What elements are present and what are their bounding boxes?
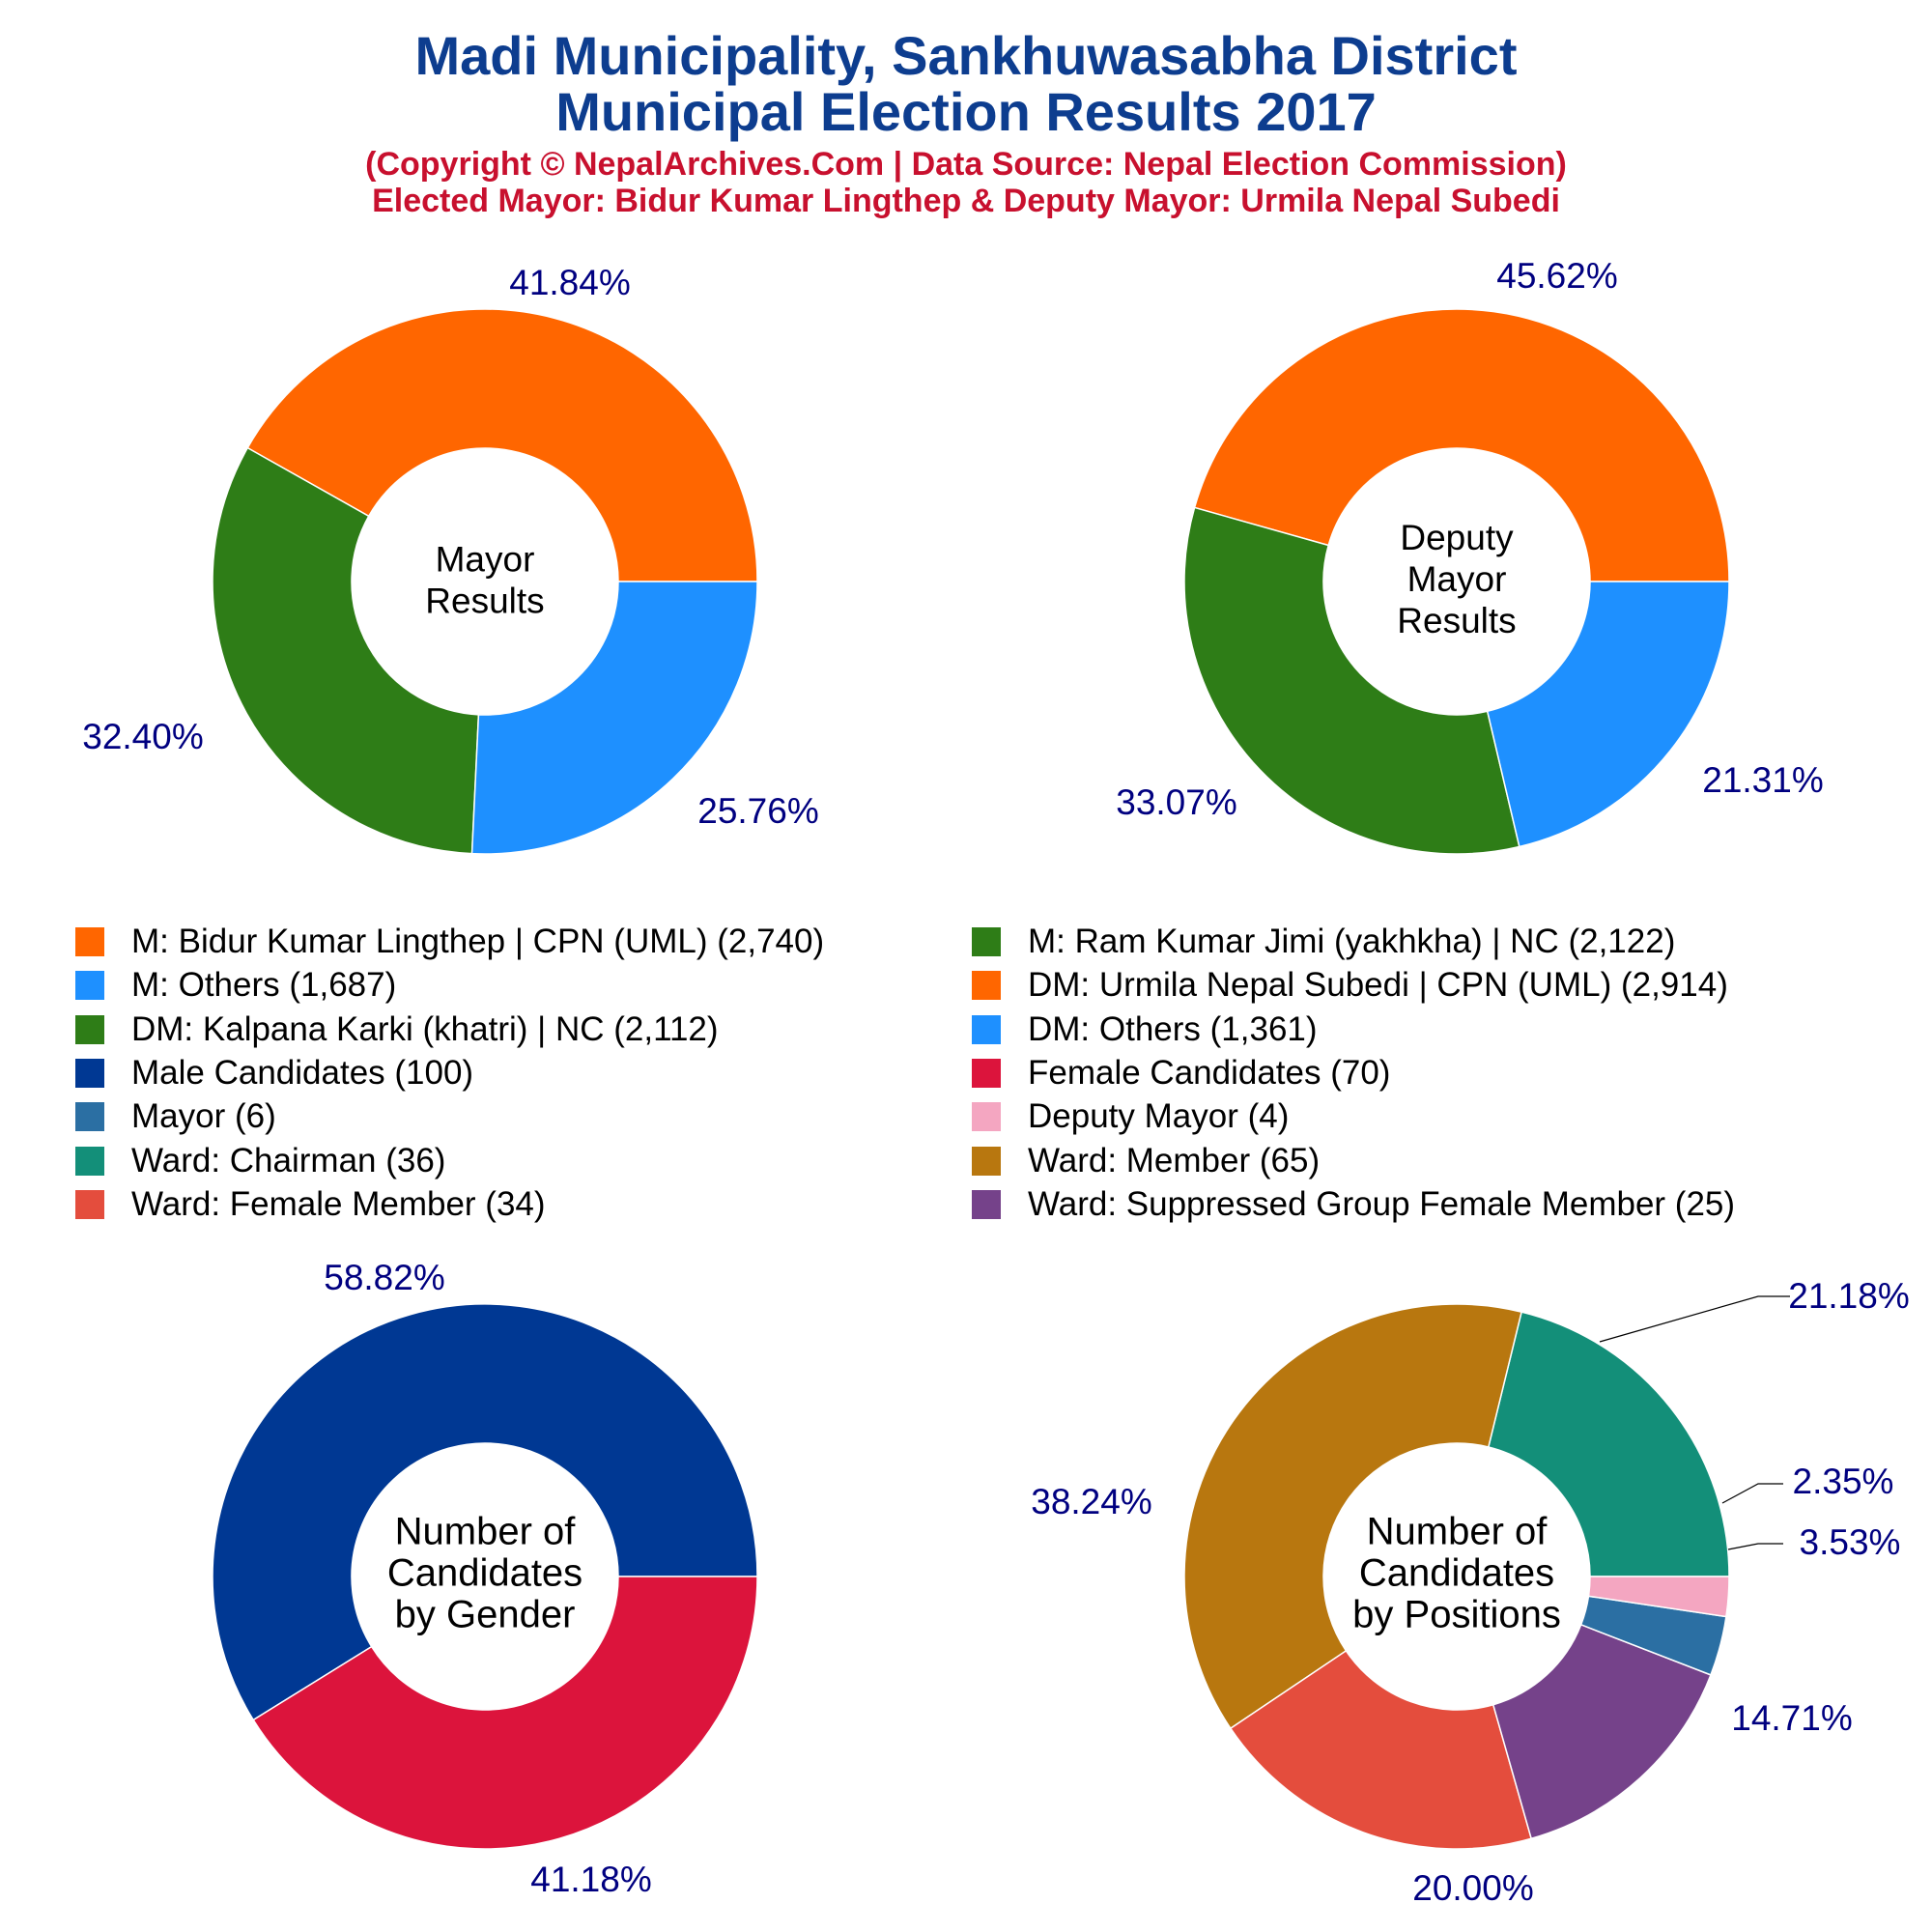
legend-label: M: Ram Kumar Jimi (yakhkha) | NC (2,122) <box>1028 923 1676 960</box>
slice-4-3 <box>1229 1649 1533 1850</box>
elected-officials-line: Elected Mayor: Bidur Kumar Lingthep & De… <box>372 183 1560 219</box>
legend-item: M: Ram Kumar Jimi (yakhkha) | NC (2,122) <box>972 923 1675 961</box>
percent-label-3-2: 41.18% <box>530 1860 652 1899</box>
legend-swatch <box>75 1058 104 1088</box>
legend-swatch <box>75 1014 104 1044</box>
slice-1-1 <box>246 308 758 582</box>
percent-label-4-3: 20.00% <box>1412 1868 1534 1908</box>
percent-label-3-1: 58.82% <box>324 1258 445 1297</box>
percent-label-2-1: 45.62% <box>1496 256 1618 296</box>
copyright-source-line: (Copyright © NepalArchives.Com | Data So… <box>365 146 1567 183</box>
slice-1-2 <box>212 446 480 855</box>
legend-item: Deputy Mayor (4) <box>972 1097 1289 1136</box>
percent-label-1-2: 32.40% <box>82 717 204 756</box>
slice-2-2 <box>1183 506 1520 855</box>
leader-line-4-5 <box>1727 1543 1783 1550</box>
legend-label: Male Candidates (100) <box>131 1053 474 1092</box>
legend-swatch <box>972 1146 1001 1176</box>
leader-line-4-6 <box>1721 1483 1783 1504</box>
center-label-2-1: Deputy <box>1400 518 1514 557</box>
slice-2-1 <box>1193 308 1730 582</box>
legend-label: DM: Kalpana Karki (khatri) | NC (2,112) <box>131 1009 719 1048</box>
percent-label-4-6: 2.35% <box>1793 1462 1894 1501</box>
legend-item: Ward: Female Member (34) <box>75 1185 546 1224</box>
legend-label: Deputy Mayor (4) <box>1028 1097 1290 1136</box>
center-label-3-2: Candidates <box>387 1552 582 1595</box>
legend-item: DM: Kalpana Karki (khatri) | NC (2,112) <box>75 1010 719 1049</box>
legend-item: M: Bidur Kumar Lingthep | CPN (UML) (2,7… <box>75 923 824 961</box>
center-label-1-2: Results <box>425 581 544 620</box>
slice-4-6 <box>1587 1576 1730 1618</box>
percent-label-2-2: 33.07% <box>1116 782 1237 822</box>
legend-item: Ward: Suppressed Group Female Member (25… <box>972 1185 1735 1224</box>
center-label-3-3: by Gender <box>395 1594 576 1636</box>
legend-label: Ward: Female Member (34) <box>131 1184 546 1223</box>
slice-4-1 <box>1487 1311 1730 1577</box>
slice-2-3 <box>1486 581 1730 848</box>
center-label-4-1: Number of <box>1367 1511 1548 1553</box>
legend-swatch <box>972 1102 1001 1132</box>
legend-label: M: Others (1,687) <box>131 966 397 1005</box>
legend-item: Female Candidates (70) <box>972 1054 1390 1093</box>
percent-label-1-3: 25.76% <box>697 791 819 831</box>
legend-label: Female Candidates (70) <box>1028 1053 1391 1092</box>
chart-title-line-1: Madi Municipality, Sankhuwasabha Distric… <box>414 25 1518 86</box>
slice-1-3 <box>470 581 758 855</box>
legend-swatch <box>972 1189 1001 1219</box>
legend-item: Ward: Chairman (36) <box>75 1142 445 1180</box>
center-label-2-3: Results <box>1397 601 1516 640</box>
legend-label: Ward: Chairman (36) <box>131 1141 446 1179</box>
slice-4-4 <box>1492 1623 1712 1840</box>
center-label-3-1: Number of <box>395 1511 577 1553</box>
legend-swatch <box>972 971 1001 1001</box>
percent-label-4-5: 3.53% <box>1800 1522 1901 1562</box>
legend-swatch <box>972 1058 1001 1088</box>
legend-item: DM: Urmila Nepal Subedi | CPN (UML) (2,9… <box>972 966 1728 1005</box>
center-label-2-2: Mayor <box>1407 559 1507 599</box>
legend-swatch <box>75 1102 104 1132</box>
legend-swatch <box>75 1146 104 1176</box>
center-label-4-2: Candidates <box>1359 1552 1554 1595</box>
legend-item: DM: Others (1,361) <box>972 1010 1318 1049</box>
legend-label: Ward: Suppressed Group Female Member (25… <box>1028 1184 1736 1223</box>
legend-item: Mayor (6) <box>75 1097 276 1136</box>
percent-label-4-1: 21.18% <box>1788 1276 1910 1316</box>
percent-label-2-3: 21.31% <box>1702 760 1824 800</box>
center-label-1-1: Mayor <box>436 539 535 579</box>
percent-label-1-1: 41.84% <box>509 263 631 302</box>
legend-label: DM: Others (1,361) <box>1028 1009 1318 1048</box>
legend-item: Male Candidates (100) <box>75 1054 473 1093</box>
percent-label-4-4: 14.71% <box>1731 1698 1853 1738</box>
percent-label-4-2: 38.24% <box>1031 1482 1152 1521</box>
legend-label: Mayor (6) <box>131 1097 276 1136</box>
legend-swatch <box>75 1189 104 1219</box>
legend-swatch <box>972 927 1001 956</box>
legend-swatch <box>972 1014 1001 1044</box>
slice-3-2 <box>252 1576 758 1850</box>
legend-item: M: Others (1,687) <box>75 966 396 1005</box>
legend-swatch <box>75 927 104 956</box>
chart-title-line-2: Municipal Election Results 2017 <box>555 81 1377 142</box>
slice-3-1 <box>212 1303 758 1721</box>
slice-4-2 <box>1183 1303 1523 1730</box>
donut-chart-4: 21.18% 38.24% 20.00% 14.71% 3.53% 2.35% Number… <box>1031 1276 1910 1908</box>
legend-item: Ward: Member (65) <box>972 1142 1320 1180</box>
legend-label: Ward: Member (65) <box>1028 1141 1321 1179</box>
legend-label: M: Bidur Kumar Lingthep | CPN (UML) (2,7… <box>131 923 825 960</box>
legend-label: DM: Urmila Nepal Subedi | CPN (UML) (2,9… <box>1028 966 1728 1005</box>
leader-line-4-1 <box>1599 1295 1790 1343</box>
center-label-4-3: by Positions <box>1352 1594 1561 1636</box>
legend-swatch <box>75 971 104 1001</box>
